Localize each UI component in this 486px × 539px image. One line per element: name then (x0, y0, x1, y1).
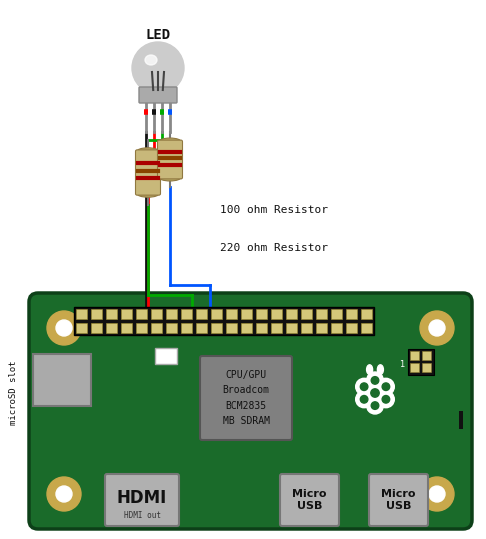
Circle shape (366, 397, 383, 414)
Circle shape (356, 378, 372, 395)
Bar (136, 323, 147, 333)
Bar (33, 354, 91, 406)
Circle shape (365, 383, 384, 403)
Bar (346, 309, 357, 319)
Text: CPU/GPU
Broadcom
BCM2835
MB SDRAM: CPU/GPU Broadcom BCM2835 MB SDRAM (223, 370, 270, 426)
Bar (211, 323, 222, 333)
Circle shape (382, 383, 390, 390)
FancyBboxPatch shape (369, 474, 428, 526)
Bar (226, 323, 237, 333)
FancyBboxPatch shape (280, 474, 339, 526)
Bar (256, 309, 267, 319)
Circle shape (420, 311, 454, 345)
Text: Micro
USB: Micro USB (381, 489, 416, 511)
Circle shape (371, 377, 379, 384)
Ellipse shape (137, 190, 159, 197)
Bar (422, 363, 431, 372)
Bar (361, 323, 372, 333)
Ellipse shape (159, 138, 181, 145)
Ellipse shape (137, 148, 159, 155)
Bar (331, 309, 342, 319)
Bar (271, 323, 282, 333)
Bar (155, 348, 177, 364)
Bar (410, 363, 419, 372)
FancyBboxPatch shape (200, 356, 292, 440)
Circle shape (47, 477, 81, 511)
Bar (331, 323, 342, 333)
Ellipse shape (378, 365, 383, 375)
Circle shape (378, 391, 394, 407)
Bar (211, 309, 222, 319)
FancyBboxPatch shape (105, 474, 179, 526)
Bar (316, 309, 327, 319)
Bar (408, 349, 434, 375)
Text: Micro
USB: Micro USB (292, 489, 327, 511)
Bar (136, 309, 147, 319)
Ellipse shape (159, 174, 181, 181)
Bar (410, 351, 419, 360)
Bar (91, 323, 102, 333)
Bar (316, 323, 327, 333)
Circle shape (56, 486, 72, 502)
Bar (346, 323, 357, 333)
Circle shape (371, 402, 379, 410)
Bar (106, 309, 117, 319)
Bar (196, 309, 207, 319)
Bar (196, 323, 207, 333)
Circle shape (371, 389, 379, 397)
Circle shape (429, 486, 445, 502)
Bar (286, 309, 297, 319)
Bar (166, 309, 177, 319)
Bar (459, 411, 463, 429)
Circle shape (382, 396, 390, 403)
Bar (226, 309, 237, 319)
Circle shape (360, 383, 368, 390)
Bar (151, 309, 162, 319)
Bar (361, 309, 372, 319)
Bar (121, 309, 132, 319)
Text: HDMI: HDMI (117, 489, 167, 507)
Circle shape (356, 391, 372, 407)
Bar (241, 323, 252, 333)
Bar (256, 323, 267, 333)
FancyBboxPatch shape (29, 293, 472, 529)
FancyBboxPatch shape (139, 87, 177, 103)
Text: 100 ohm Resistor: 100 ohm Resistor (220, 205, 328, 215)
Bar (181, 323, 192, 333)
Circle shape (56, 320, 72, 336)
Text: 1: 1 (399, 360, 404, 369)
Bar (181, 309, 192, 319)
Ellipse shape (366, 365, 373, 375)
Circle shape (378, 378, 394, 395)
FancyBboxPatch shape (136, 150, 160, 195)
Bar (76, 323, 87, 333)
Bar (106, 323, 117, 333)
Circle shape (360, 396, 368, 403)
Bar (166, 323, 177, 333)
Bar (76, 309, 87, 319)
Text: microSD slot: microSD slot (10, 361, 18, 425)
Bar (422, 351, 431, 360)
Circle shape (366, 372, 383, 389)
Bar (301, 309, 312, 319)
FancyBboxPatch shape (157, 140, 183, 179)
Text: HDMI out: HDMI out (123, 510, 160, 520)
Bar (91, 309, 102, 319)
Bar (241, 309, 252, 319)
Text: 220 ohm Resistor: 220 ohm Resistor (220, 243, 328, 253)
Bar (301, 323, 312, 333)
Circle shape (420, 477, 454, 511)
Circle shape (47, 311, 81, 345)
Ellipse shape (145, 55, 157, 65)
Bar (271, 309, 282, 319)
Bar (74, 307, 374, 335)
Bar (286, 323, 297, 333)
Circle shape (132, 42, 184, 94)
Text: LED: LED (145, 28, 171, 42)
Circle shape (429, 320, 445, 336)
Bar (121, 323, 132, 333)
Bar (151, 323, 162, 333)
